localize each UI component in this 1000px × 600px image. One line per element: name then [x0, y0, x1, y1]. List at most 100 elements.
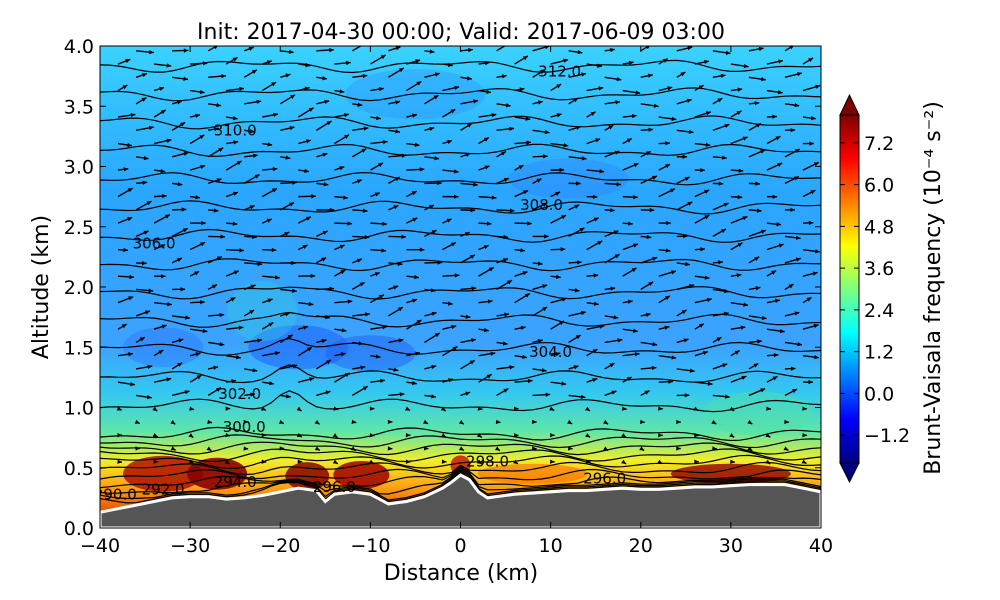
wind-vector-head: [467, 123, 473, 128]
wind-vector-head: [302, 245, 308, 249]
wind-vector-head: [658, 433, 663, 438]
wind-vector-head: [309, 377, 315, 382]
wind-vector-head: [393, 205, 399, 210]
wind-vector-head: [161, 193, 167, 199]
y-axis-label: Altitude (km): [29, 215, 54, 359]
wind-vector-head: [531, 446, 537, 451]
wind-vector-head: [645, 46, 650, 50]
wind-vector-head: [561, 381, 567, 386]
wind-vector-head: [760, 229, 766, 234]
wind-vector-head: [405, 459, 411, 464]
wind-vector-head: [440, 406, 446, 412]
wind-vector-head: [128, 296, 134, 301]
wind-vector-head: [649, 207, 655, 213]
wind-vector-head: [712, 446, 717, 451]
wind-vector-head: [239, 86, 244, 92]
y-tick-label: 2.0: [64, 277, 94, 299]
colorbar-tick-label: 3.6: [864, 258, 894, 280]
wind-vector-head: [766, 406, 771, 411]
wind-vector-head: [810, 115, 816, 121]
wind-vector-head: [378, 86, 384, 92]
wind-vector-head: [676, 419, 681, 425]
wind-vector-head: [698, 323, 704, 328]
wind-vector-head: [505, 103, 511, 108]
contour-label: 304.0: [529, 343, 572, 361]
wind-vector-head: [380, 378, 385, 384]
wind-vector-head: [633, 163, 639, 168]
wind-vector-head: [143, 230, 149, 235]
wind-vector-head: [487, 299, 493, 304]
wind-vector-head: [633, 194, 638, 200]
theta-contour-line: [100, 115, 821, 130]
wind-vector-head: [273, 112, 279, 118]
wind-vector-head: [711, 419, 717, 424]
wind-vector-head: [308, 107, 314, 112]
wind-vector: [820, 182, 821, 184]
wind-vector-head: [125, 59, 131, 64]
wind-vector-head: [161, 324, 167, 329]
wind-vector-head: [683, 233, 688, 239]
wind-vector-head: [676, 446, 681, 451]
wind-vector-head: [647, 73, 653, 78]
wind-vector-head: [423, 446, 429, 451]
wind-vector-head: [665, 248, 671, 253]
wind-vector-head: [483, 327, 489, 333]
wind-vector-head: [806, 297, 812, 302]
wind-vector-head: [256, 99, 262, 105]
wind-vector-head: [834, 263, 839, 267]
wind-vector-head: [477, 406, 483, 411]
theta-contour-line: [100, 441, 821, 456]
wind-vector-head: [537, 261, 543, 266]
wind-vector-head: [700, 247, 705, 252]
wind-vector-head: [718, 260, 723, 265]
wind-vector-head: [831, 368, 836, 372]
wind-vector-head: [305, 216, 311, 221]
wind-vector-head: [470, 254, 476, 259]
colorbar-body: [840, 115, 859, 463]
wind-vector-head: [790, 207, 795, 213]
wind-vector-head: [324, 99, 330, 105]
wind-vector-head: [452, 346, 458, 351]
wind-vector-head: [166, 63, 172, 68]
wind-vector-head: [343, 113, 349, 118]
wind-vector-head: [158, 350, 164, 355]
wind-vector: [351, 46, 363, 52]
wind-vector-head: [549, 406, 555, 411]
wind-vector-head: [428, 205, 434, 210]
wind-vector-head: [522, 56, 528, 61]
wind-vector-head: [632, 243, 638, 248]
wind-vector-head: [121, 324, 127, 329]
wind-vector-head: [544, 234, 549, 239]
wind-vector-head: [272, 166, 278, 172]
wind-vector-head: [291, 260, 296, 266]
wind-vector-head: [194, 271, 200, 276]
wind-vector-head: [346, 60, 351, 66]
wind-vector: [820, 368, 821, 370]
wind-vector-head: [267, 142, 273, 147]
wind-vector-head: [231, 379, 237, 384]
contour-label: 310.0: [214, 121, 257, 139]
wind-vector-head: [484, 61, 490, 66]
wind-vector-head: [743, 63, 749, 69]
contour-label: 296.0: [313, 478, 356, 496]
wind-vector-head: [628, 221, 633, 226]
colorbar: −1.2 0.0 1.2 2.4 3.6 4.8 6.0 7.2: [839, 93, 910, 484]
wind-vector-head: [272, 188, 278, 193]
wind-vector-head: [321, 338, 327, 344]
y-tick-label: 2.5: [64, 217, 94, 239]
wind-vector-head: [148, 288, 154, 293]
wind-vector-head: [611, 390, 617, 395]
colorbar-tick-label: −1.2: [864, 425, 910, 447]
wind-vector-head: [130, 381, 135, 387]
wind-vector-head: [754, 256, 760, 261]
wind-vector-head: [684, 177, 690, 181]
wind-vector-head: [742, 216, 748, 221]
contour-label: 300.0: [223, 418, 266, 436]
theta-contour-line: [100, 426, 821, 442]
theta-contour-line: [100, 337, 821, 356]
wind-vector-head: [275, 351, 280, 356]
wind-vector-head: [559, 320, 564, 326]
wind-vector-head: [707, 381, 713, 386]
wind-vector-head: [326, 359, 332, 365]
wind-vector-head: [577, 49, 583, 55]
